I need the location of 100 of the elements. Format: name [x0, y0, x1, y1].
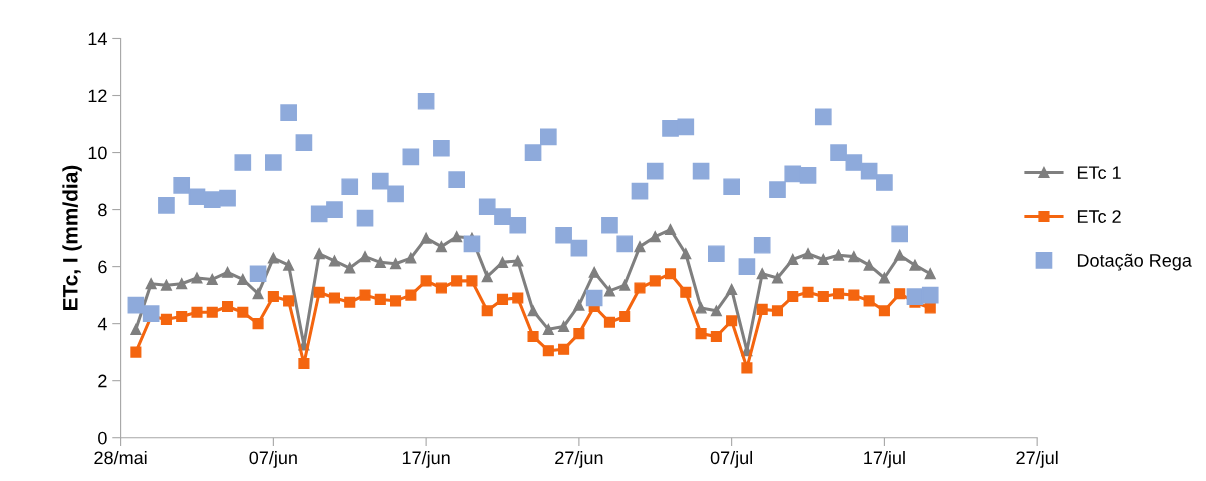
point — [481, 305, 493, 317]
point — [328, 292, 341, 304]
point — [631, 182, 649, 200]
point — [710, 330, 722, 343]
point — [219, 189, 236, 207]
point — [252, 318, 264, 330]
point — [387, 185, 404, 203]
point — [494, 208, 511, 226]
point — [662, 119, 679, 137]
point — [176, 278, 188, 290]
point — [573, 299, 585, 311]
point — [221, 300, 234, 313]
point — [680, 248, 692, 260]
point — [924, 268, 936, 280]
point — [756, 303, 768, 315]
point — [512, 292, 524, 304]
point — [573, 328, 585, 340]
point — [817, 253, 829, 266]
point — [326, 201, 343, 218]
point — [558, 320, 570, 333]
point — [741, 362, 753, 374]
point — [830, 144, 847, 161]
y-axis-title: ETc, I (mm/dia) — [62, 165, 82, 311]
point — [451, 275, 463, 287]
point — [496, 293, 509, 305]
y-tick-label: 8 — [98, 203, 107, 217]
point — [603, 285, 615, 297]
point — [677, 118, 695, 136]
y-tick-label: 0 — [98, 431, 107, 445]
point — [692, 162, 710, 180]
point — [283, 259, 295, 271]
point — [603, 316, 615, 328]
point — [158, 196, 175, 214]
point — [802, 248, 814, 260]
point — [405, 252, 417, 264]
point — [814, 108, 832, 126]
point — [512, 255, 524, 267]
point — [863, 259, 875, 271]
point — [237, 273, 249, 286]
point — [924, 302, 936, 314]
point — [664, 223, 677, 236]
point — [524, 144, 542, 161]
point — [267, 290, 279, 303]
point — [390, 258, 402, 270]
point — [359, 289, 371, 301]
legend-label: Dotação Rega — [1077, 253, 1192, 271]
point — [726, 283, 738, 295]
point — [784, 165, 802, 183]
point — [833, 288, 845, 300]
point — [203, 191, 221, 208]
point — [313, 248, 325, 260]
point — [876, 174, 893, 191]
point — [802, 286, 814, 298]
point — [267, 252, 279, 264]
point — [634, 282, 646, 294]
point — [738, 258, 756, 275]
point — [451, 231, 463, 243]
point — [142, 305, 160, 322]
point — [848, 251, 860, 263]
point — [359, 251, 371, 263]
point — [130, 346, 142, 358]
point — [664, 268, 677, 280]
point — [723, 178, 740, 196]
y-tick-label: 12 — [88, 89, 107, 103]
point — [374, 256, 386, 268]
point — [328, 255, 341, 267]
point — [435, 241, 447, 253]
point — [371, 172, 389, 190]
point — [539, 128, 557, 146]
point — [310, 205, 328, 223]
point — [390, 295, 402, 307]
point — [771, 305, 784, 317]
point — [769, 181, 786, 198]
point — [463, 235, 481, 253]
legend-label: ETc 2 — [1077, 210, 1121, 223]
point — [374, 293, 386, 305]
point — [435, 282, 447, 294]
point — [787, 290, 799, 303]
point — [420, 275, 432, 287]
point — [646, 162, 664, 180]
point — [894, 249, 906, 261]
x-tick-label: 17/jul — [864, 450, 905, 468]
point — [542, 345, 554, 357]
point — [906, 288, 924, 305]
point — [708, 245, 725, 263]
point — [509, 216, 527, 234]
point — [481, 271, 493, 283]
point — [176, 310, 188, 323]
point — [252, 288, 264, 300]
point — [249, 265, 267, 283]
legend-label: ETc 1 — [1077, 166, 1121, 180]
point — [313, 286, 325, 298]
point — [206, 273, 218, 286]
point — [130, 323, 142, 335]
point — [845, 154, 863, 171]
point — [726, 315, 738, 327]
point — [833, 249, 845, 261]
point — [356, 209, 374, 227]
point — [160, 313, 172, 325]
point — [191, 272, 203, 284]
